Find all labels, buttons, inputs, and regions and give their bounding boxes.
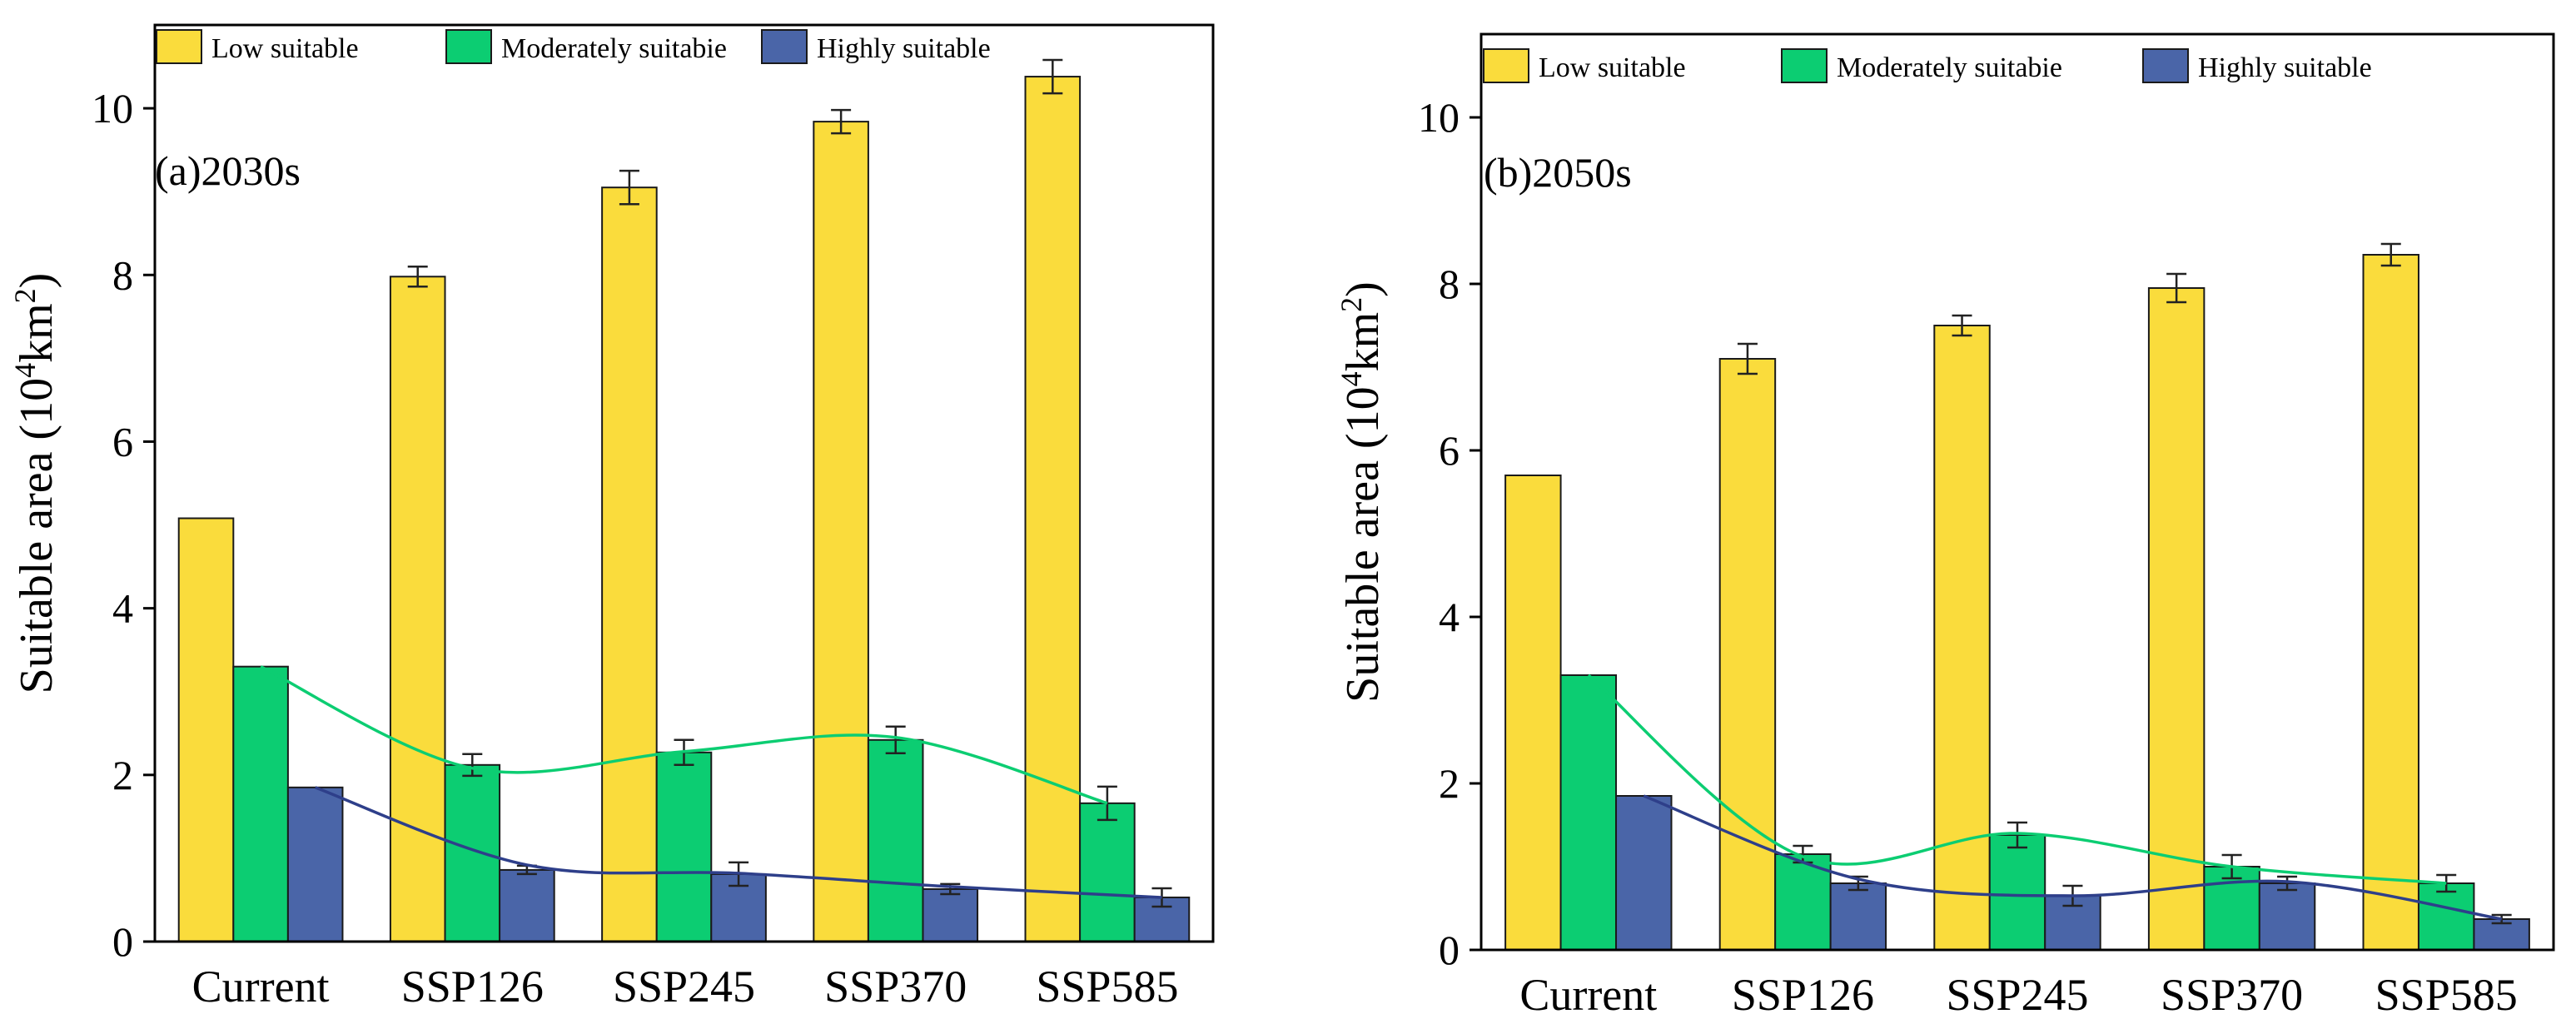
x-tick-label: SSP126	[1732, 970, 1874, 1020]
y-tick-label: 10	[92, 85, 133, 132]
x-tick-label: SSP126	[401, 962, 544, 1012]
bar	[177, 517, 235, 943]
plot-frame	[1479, 32, 2555, 952]
trend-line	[315, 786, 1162, 899]
y-tick-label: 6	[1439, 427, 1460, 474]
chart-title: (b)2050s	[1484, 149, 1632, 196]
y-tick-label: 8	[1439, 261, 1460, 307]
y-tick-label: 6	[112, 418, 133, 465]
trend-line	[1587, 674, 2447, 885]
legend-swatch	[445, 29, 492, 64]
y-tick-label: 2	[112, 752, 133, 798]
legend-swatch	[1781, 48, 1828, 83]
x-tick-label: SSP370	[824, 962, 967, 1012]
bar	[2362, 254, 2419, 951]
y-tick-label: 0	[1439, 927, 1460, 973]
chart-title: (a)2030s	[155, 147, 301, 194]
x-tick-label: Current	[192, 962, 330, 1012]
bar	[1079, 802, 1136, 943]
bar	[655, 751, 713, 942]
y-tick-label: 0	[112, 918, 133, 965]
bar	[1718, 358, 1777, 951]
legend-label: Moderately suitabie	[1837, 52, 2062, 83]
x-tick-label: SSP585	[2375, 970, 2518, 1020]
legend-swatch	[761, 29, 808, 64]
chart-panel-2: 0 2 4 6 8 10 Current SSP126 SSP245 SSP370 SSP585 (b…	[1335, 32, 2555, 1020]
bar	[1615, 795, 1673, 951]
bar	[1559, 674, 1618, 951]
x-tick-label: SSP245	[613, 962, 755, 1012]
y-axis-title: Suitable area (104km2)	[8, 273, 62, 694]
bar	[1504, 475, 1562, 951]
bar	[601, 186, 658, 943]
bar	[444, 763, 501, 942]
x-tick-label: SSP585	[1036, 962, 1178, 1012]
legend-swatch	[2142, 48, 2189, 83]
plot-frame	[153, 23, 1215, 943]
trend-line	[260, 665, 1108, 805]
bar	[389, 276, 446, 942]
bar	[499, 868, 555, 943]
x-tick-label: SSP245	[1946, 970, 2088, 1020]
y-tick-label: 8	[112, 251, 133, 298]
y-tick-label: 2	[1439, 760, 1460, 807]
bar	[2417, 882, 2475, 951]
bar	[286, 786, 344, 943]
bar	[922, 887, 979, 943]
legend-label: Highly suitable	[817, 33, 991, 64]
bar	[232, 665, 289, 942]
bar	[1933, 325, 1991, 951]
legend-label: Low suitable	[1539, 52, 1686, 83]
x-tick-label: SSP370	[2161, 970, 2303, 1020]
x-tick-label: Current	[1519, 970, 1657, 1020]
legend-label: Low suitable	[211, 33, 359, 64]
y-axis-title: Suitable area (104km2)	[1335, 281, 1389, 703]
legend-label: Highly suitable	[2198, 52, 2372, 83]
trend-line	[1643, 794, 2502, 921]
bar	[2258, 882, 2316, 951]
bar	[1988, 834, 2046, 951]
legend-swatch	[1483, 48, 1529, 83]
legend-swatch	[156, 29, 202, 64]
bar	[813, 121, 869, 942]
bar	[1829, 882, 1887, 951]
bar	[867, 738, 924, 943]
bar	[2147, 287, 2206, 951]
y-tick-label: 4	[1439, 594, 1460, 640]
bar	[1024, 76, 1082, 942]
legend-label: Moderately suitabie	[501, 33, 727, 64]
chart-panel-1: 0 2 4 6 8 10 Current SSP126 SSP245 SSP370 SSP585 (a…	[8, 23, 1215, 1012]
y-tick-label: 10	[1418, 94, 1460, 141]
y-tick-label: 4	[112, 585, 133, 632]
